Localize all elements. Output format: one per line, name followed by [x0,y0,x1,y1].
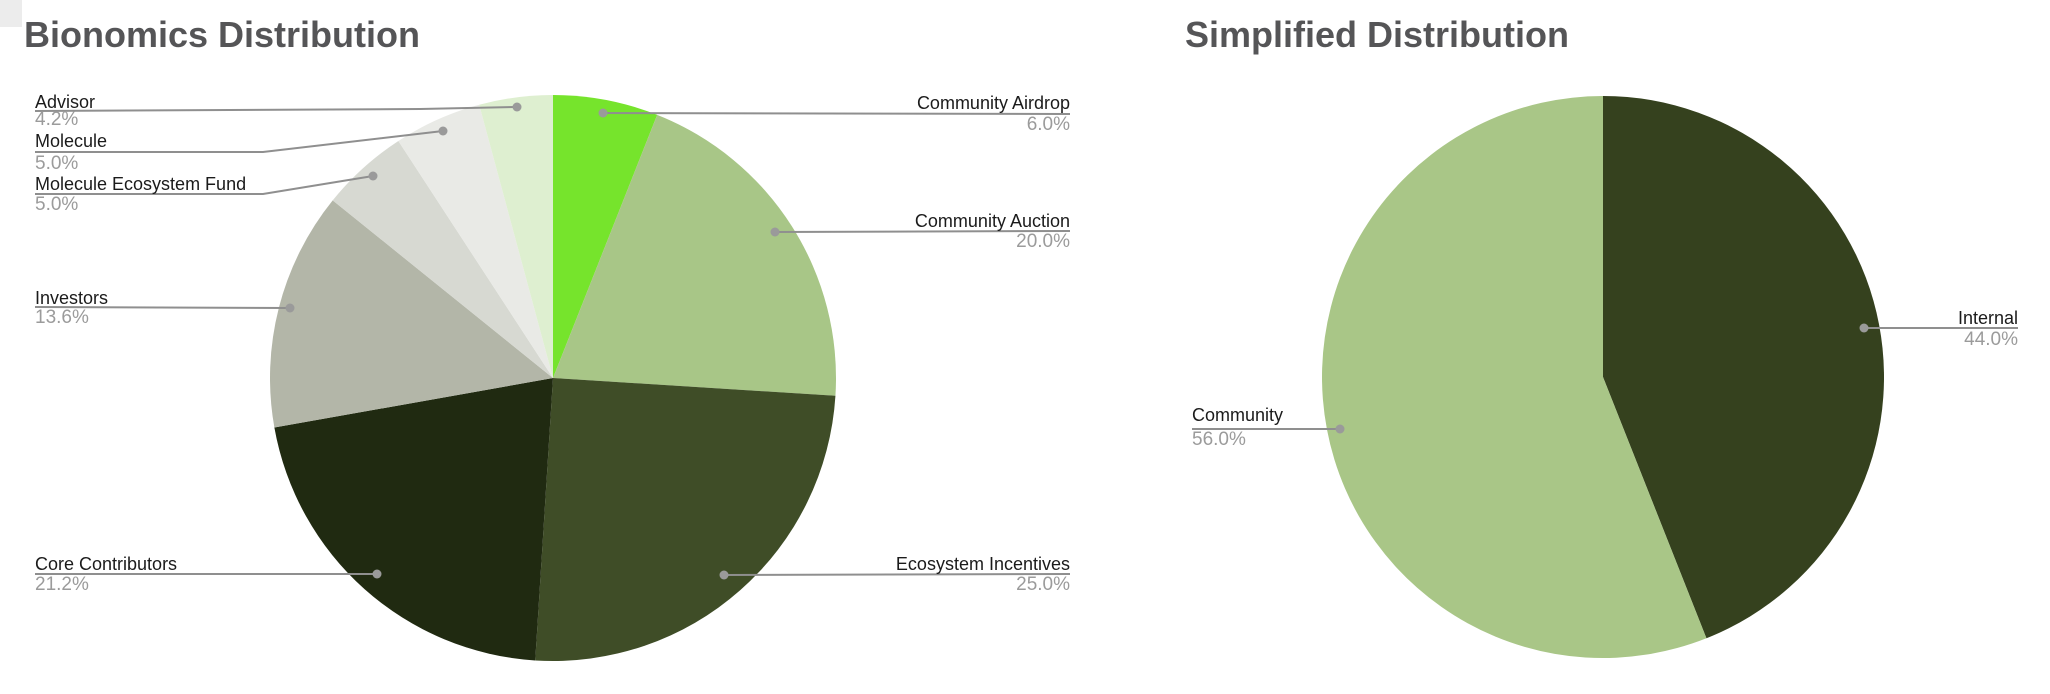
slice-ecosystem-incentives [535,378,836,661]
right-chart-title: Simplified Distribution [1185,14,1569,55]
pct-internal: 44.0% [1964,329,2018,350]
leader-dot-advisor [512,102,522,112]
slice-internal [1603,96,1885,639]
pct-molecule-ecosystem-fund: 5.0% [35,194,79,215]
slice-molecule [398,104,553,379]
leader-dot-ecosystem-incentives [719,570,729,580]
leader-line-molecule [35,130,444,153]
label-advisor: Advisor [35,92,96,112]
label-community-auction: Community Auction [914,211,1070,231]
pct-investors: 13.6% [35,307,89,328]
leader-dot-core-contributors [372,569,382,579]
page-corner-tile [0,0,22,27]
leader-dot-community-auction [770,227,780,237]
pct-ecosystem-incentives: 25.0% [1016,574,1070,595]
slice-community-airdrop [553,95,658,378]
label-internal: Internal [1957,308,2018,328]
pct-core-contributors: 21.2% [35,574,89,595]
leader-line-investors [34,306,291,309]
leader-line-ecosystem-incentives [723,573,1071,576]
slice-molecule-ecosystem-fund [332,140,553,378]
leader-line-community-airdrop [602,112,1071,115]
leader-line-molecule-ecosystem-fund [35,175,374,195]
leader-dot-molecule [438,126,448,136]
slice-core-contributors [274,378,553,661]
leader-line-advisor [34,106,518,112]
slice-community-auction [553,114,836,396]
slice-community [1322,96,1707,658]
label-investors: Investors [35,288,109,308]
pct-community-airdrop: 6.0% [1026,114,1070,135]
pct-community: 56.0% [1192,429,1246,450]
leader-dot-investors [285,303,295,313]
label-molecule-ecosystem-fund: Molecule Ecosystem Fund [35,174,247,194]
pct-community-auction: 20.0% [1016,231,1070,252]
slice-advisor [479,95,553,378]
label-community-airdrop: Community Airdrop [916,93,1070,113]
label-molecule: Molecule [35,131,108,151]
pct-molecule: 5.0% [35,153,79,174]
label-community: Community [1192,405,1284,425]
leader-dot-community-airdrop [598,108,608,118]
label-ecosystem-incentives: Ecosystem Incentives [895,554,1070,574]
slice-investors [270,200,553,428]
leader-dot-molecule-ecosystem-fund [368,171,378,181]
label-core-contributors: Core Contributors [35,554,178,574]
leader-dot-community [1335,424,1345,434]
pct-advisor: 4.2% [35,109,79,130]
leader-line-community-auction [774,230,1071,233]
leader-dot-internal [1859,323,1869,333]
left-chart-title: Bionomics Distribution [24,14,420,55]
